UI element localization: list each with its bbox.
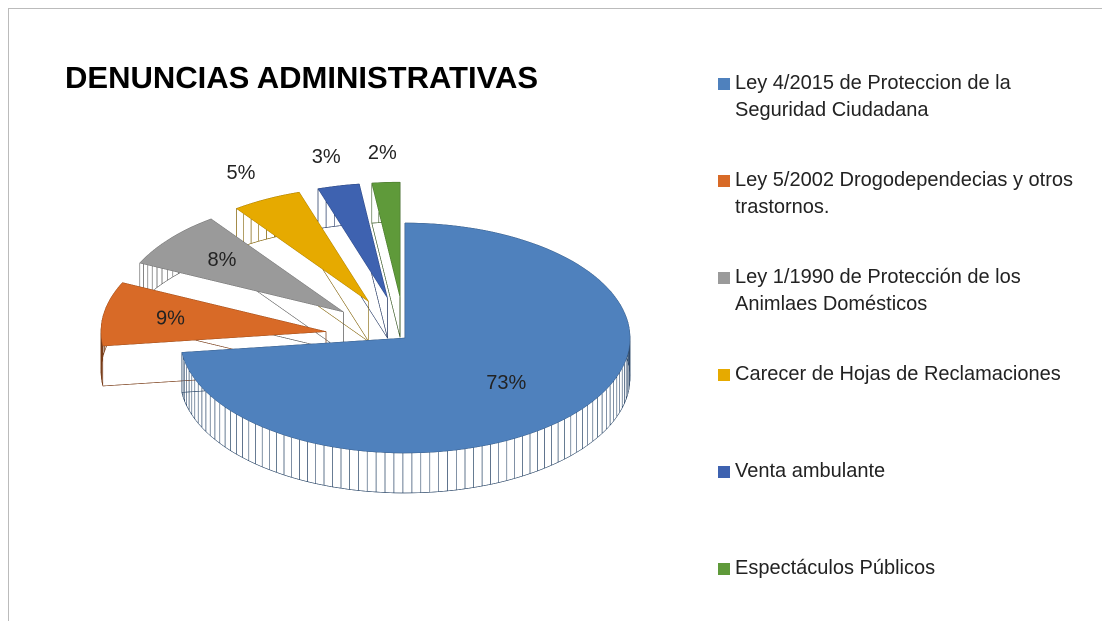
- slice: [100, 282, 327, 347]
- legend-label: Ley 1/1990 de Protección de los Animlaes…: [735, 266, 1021, 315]
- legend-label: Venta ambulante: [735, 460, 886, 482]
- legend-item: Venta ambulante: [718, 458, 1098, 555]
- legend: Ley 4/2015 de Proteccion de la Seguridad…: [718, 70, 1098, 621]
- data-label: 8%: [208, 249, 237, 271]
- data-label: 3%: [312, 146, 341, 168]
- legend-swatch: [718, 563, 730, 575]
- pie: [100, 181, 631, 494]
- legend-swatch: [718, 272, 730, 284]
- legend-swatch: [718, 175, 730, 187]
- legend-label: Ley 5/2002 Drogodependecias y otros tras…: [735, 169, 1074, 218]
- slice: [139, 218, 344, 313]
- data-label: 2%: [368, 142, 397, 164]
- legend-item: Ley 5/2002 Drogodependecias y otros tras…: [718, 167, 1098, 264]
- legend-item: Carecer de Hojas de Reclamaciones: [718, 361, 1098, 458]
- chart-title: DENUNCIAS ADMINISTRATIVAS: [65, 60, 538, 95]
- legend-item: Ley 4/2015 de Proteccion de la Seguridad…: [718, 70, 1098, 167]
- legend-item: Ley 1/1990 de Protección de los Animlaes…: [718, 264, 1098, 361]
- frame: [8, 8, 1102, 621]
- legend-item: Espectáculos Públicos: [718, 555, 1098, 621]
- data-label: 9%: [156, 307, 185, 329]
- data-label: 5%: [227, 162, 256, 184]
- legend-swatch: [718, 369, 730, 381]
- slice: [371, 181, 401, 298]
- data-label: 73%: [486, 372, 526, 394]
- legend-swatch: [718, 466, 730, 478]
- slice: [235, 191, 369, 302]
- slice: [317, 183, 388, 299]
- legend-label: Carecer de Hojas de Reclamaciones: [735, 363, 1061, 385]
- legend-swatch: [718, 78, 730, 90]
- legend-label: Espectáculos Públicos: [735, 557, 936, 579]
- slice: [181, 222, 631, 454]
- legend-label: Ley 4/2015 de Proteccion de la Seguridad…: [735, 72, 1011, 121]
